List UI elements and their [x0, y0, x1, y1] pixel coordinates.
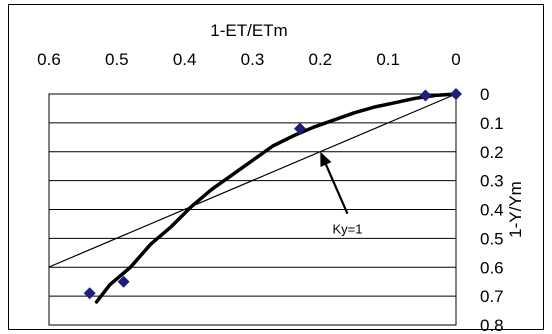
data-point: [293, 122, 306, 135]
x-tick-label: 0.2: [309, 50, 333, 69]
data-point: [117, 275, 130, 288]
x-tick-label: 0: [451, 50, 460, 69]
annotation-arrowhead: [320, 151, 332, 167]
data-points: [83, 88, 462, 300]
y-tick-label: 0.3: [480, 172, 504, 191]
x-tick-label: 0.1: [376, 50, 400, 69]
x-axis-title: 1-ET/ETm: [210, 21, 287, 40]
x-tick-label: 0.4: [173, 50, 197, 69]
reference-line: [48, 93, 457, 268]
x-tick-labels: 0.6 0.5 0.4 0.3 0.2 0.1 0: [37, 50, 461, 69]
y-tick-label: 0.7: [480, 287, 504, 306]
y-tick-label: 0.2: [480, 143, 504, 162]
chart-frame: 0.6 0.5 0.4 0.3 0.2 0.1 0 0 0.1 0.2 0.3 0.4 0.5 0.6 0…: [8, 4, 544, 331]
data-point: [450, 88, 462, 100]
annotation-label: Ky=1: [332, 222, 362, 237]
y-tick-label: 0.5: [480, 229, 504, 248]
x-tick-label: 0.6: [37, 50, 61, 69]
y-axis-title: 1-Y/Ym: [506, 181, 525, 238]
chart: 0.6 0.5 0.4 0.3 0.2 0.1 0 00.10.20.30.40.50.60…: [37, 21, 525, 331]
data-point: [419, 89, 432, 102]
x-tick-label: 0.5: [105, 50, 129, 69]
fitted-curve: [94, 92, 458, 304]
y-tick-label: 0.6: [480, 258, 504, 277]
annotation-arrow: [324, 164, 349, 215]
grid-layer: [49, 122, 456, 297]
y-tick-label: 0.4: [480, 201, 504, 220]
data-point: [83, 287, 96, 300]
y-tick-label: 0.1: [480, 114, 504, 133]
plot-area: [48, 93, 457, 326]
y-tick-label: 0.8: [480, 316, 504, 331]
x-tick-label: 0.3: [241, 50, 265, 69]
y-tick-label: 0: [480, 85, 489, 104]
y-tick-labels: 0 0.1 0.2 0.3 0.4 0.5 0.6 0.7 0.8: [480, 85, 504, 331]
